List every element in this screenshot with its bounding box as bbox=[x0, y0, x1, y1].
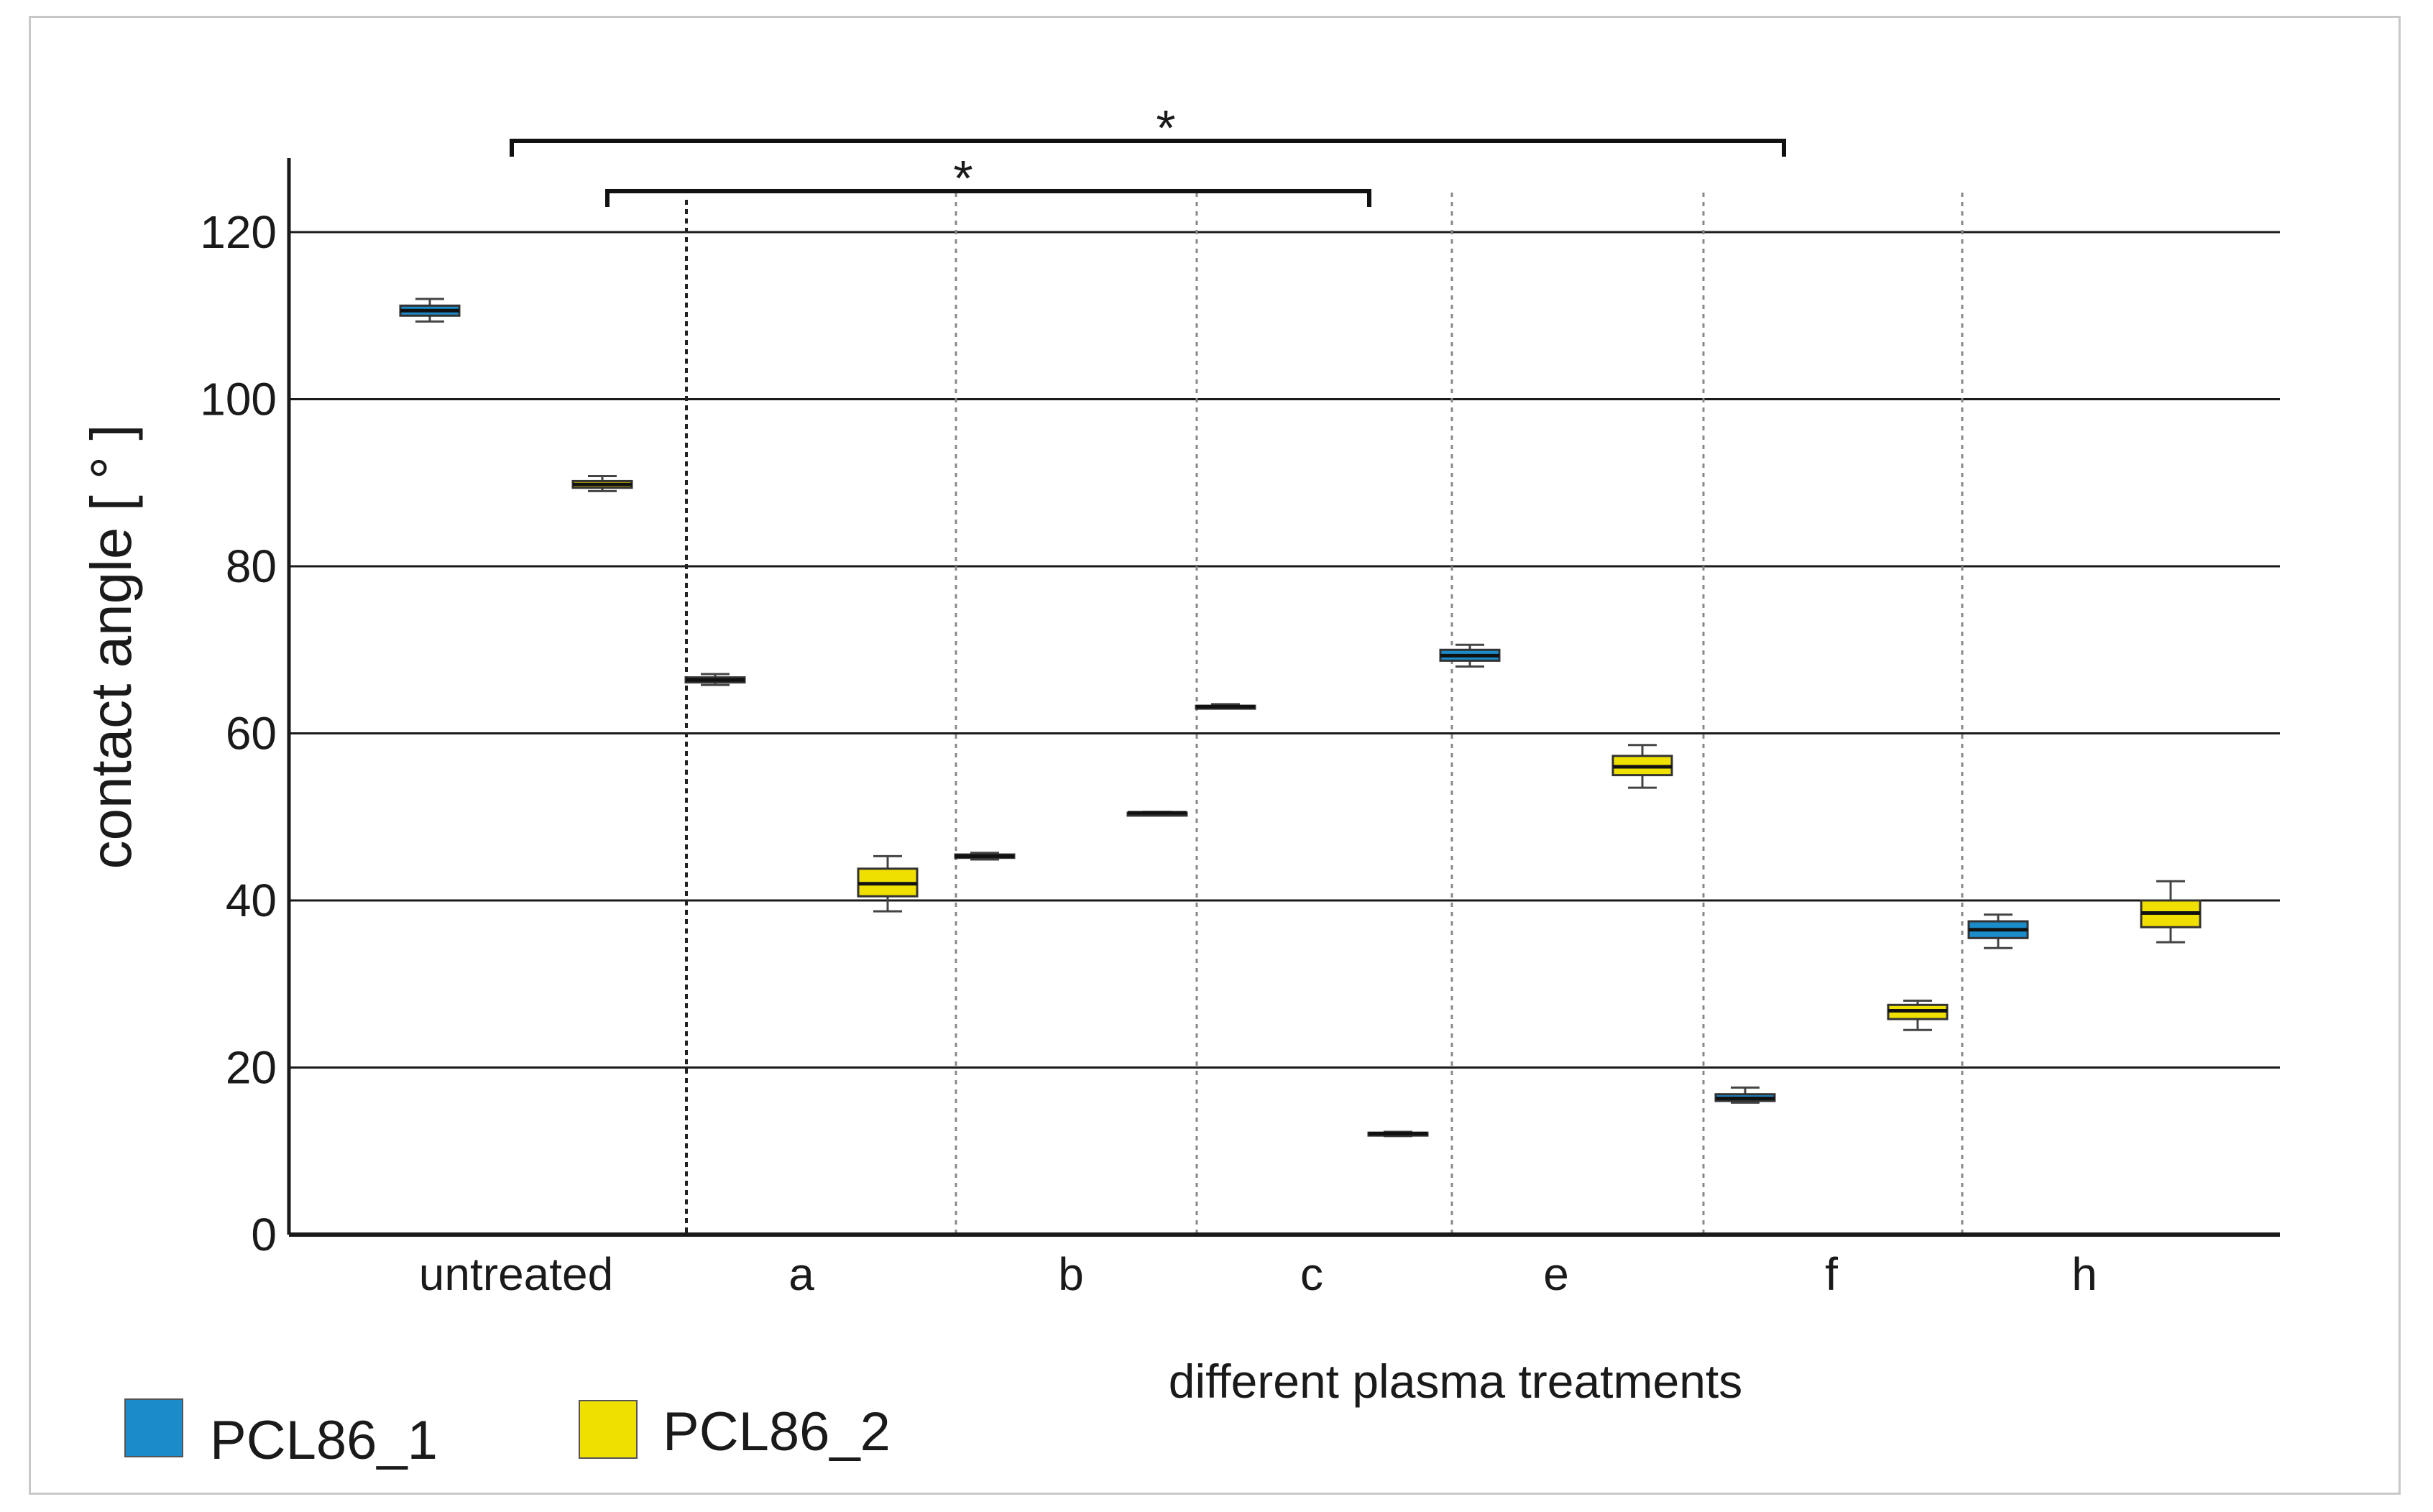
box-pcl86-1-h bbox=[1967, 913, 2029, 949]
figure-frame bbox=[29, 16, 2401, 1495]
x-tick-label-untreated: untreated bbox=[419, 1248, 613, 1300]
box-pcl86-1-a bbox=[684, 673, 746, 686]
significance-bracket-untreated-c: * bbox=[605, 150, 1371, 207]
box-pcl86-2-c bbox=[1367, 1130, 1429, 1138]
legend-swatch-pcl86-2 bbox=[579, 1400, 638, 1459]
box-pcl86-2-h bbox=[2140, 880, 2202, 944]
bracket-line bbox=[605, 189, 1371, 207]
significance-bracket-untreated-f: * bbox=[510, 100, 1786, 157]
y-tick-labels: 0 20 40 60 80 100 120 bbox=[200, 206, 277, 1260]
x-tick-label-a: a bbox=[788, 1248, 814, 1300]
significance-label: * bbox=[953, 150, 972, 206]
box-pcl86-1-b bbox=[954, 852, 1016, 861]
x-tick-labels: untreated a b c e f h bbox=[419, 1248, 2097, 1300]
box-pcl86-1-c bbox=[1195, 703, 1256, 710]
box-pcl86-2-f bbox=[1887, 1000, 1949, 1031]
box-layer bbox=[399, 298, 2202, 1138]
significance-brackets: ** bbox=[510, 100, 1786, 207]
box-pcl86-2-b bbox=[1126, 811, 1188, 817]
legend-label-pcl86-1: PCL86_1 bbox=[210, 1410, 438, 1471]
box-pcl86-2-untreated bbox=[571, 474, 633, 492]
legend-label-pcl86-2: PCL86_2 bbox=[663, 1401, 891, 1462]
box-pcl86-1-untreated bbox=[399, 298, 461, 323]
legend-swatch-pcl86-1 bbox=[124, 1398, 183, 1457]
bracket-line bbox=[510, 139, 1786, 157]
x-tick-label-b: b bbox=[1058, 1248, 1084, 1300]
box-pcl86-2-a bbox=[857, 854, 919, 913]
legend: PCL86_1 PCL86_2 bbox=[124, 1398, 891, 1471]
category-dividers bbox=[685, 193, 1964, 1235]
box-pcl86-1-e bbox=[1439, 643, 1501, 668]
grid-layer bbox=[289, 231, 2280, 1069]
y-tick-label-80: 80 bbox=[226, 540, 277, 592]
y-tick-label-120: 120 bbox=[200, 206, 277, 258]
x-tick-label-e: e bbox=[1543, 1248, 1569, 1300]
y-tick-label-40: 40 bbox=[226, 875, 277, 926]
y-tick-label-20: 20 bbox=[226, 1042, 277, 1094]
y-axis-label: contact angle [ ° ] bbox=[79, 424, 143, 869]
box-pcl86-1-f bbox=[1714, 1086, 1776, 1104]
x-tick-label-h: h bbox=[2071, 1248, 2097, 1300]
box-pcl86-2-e bbox=[1611, 744, 1673, 789]
x-axis-label: different plasma treatments bbox=[1169, 1355, 1743, 1408]
y-tick-label-0: 0 bbox=[251, 1209, 277, 1260]
axes bbox=[287, 158, 2280, 1237]
y-tick-label-60: 60 bbox=[226, 708, 277, 760]
significance-label: * bbox=[1156, 100, 1175, 156]
y-tick-label-100: 100 bbox=[200, 374, 277, 425]
x-tick-label-f: f bbox=[1825, 1248, 1838, 1300]
x-tick-label-c: c bbox=[1300, 1248, 1323, 1300]
